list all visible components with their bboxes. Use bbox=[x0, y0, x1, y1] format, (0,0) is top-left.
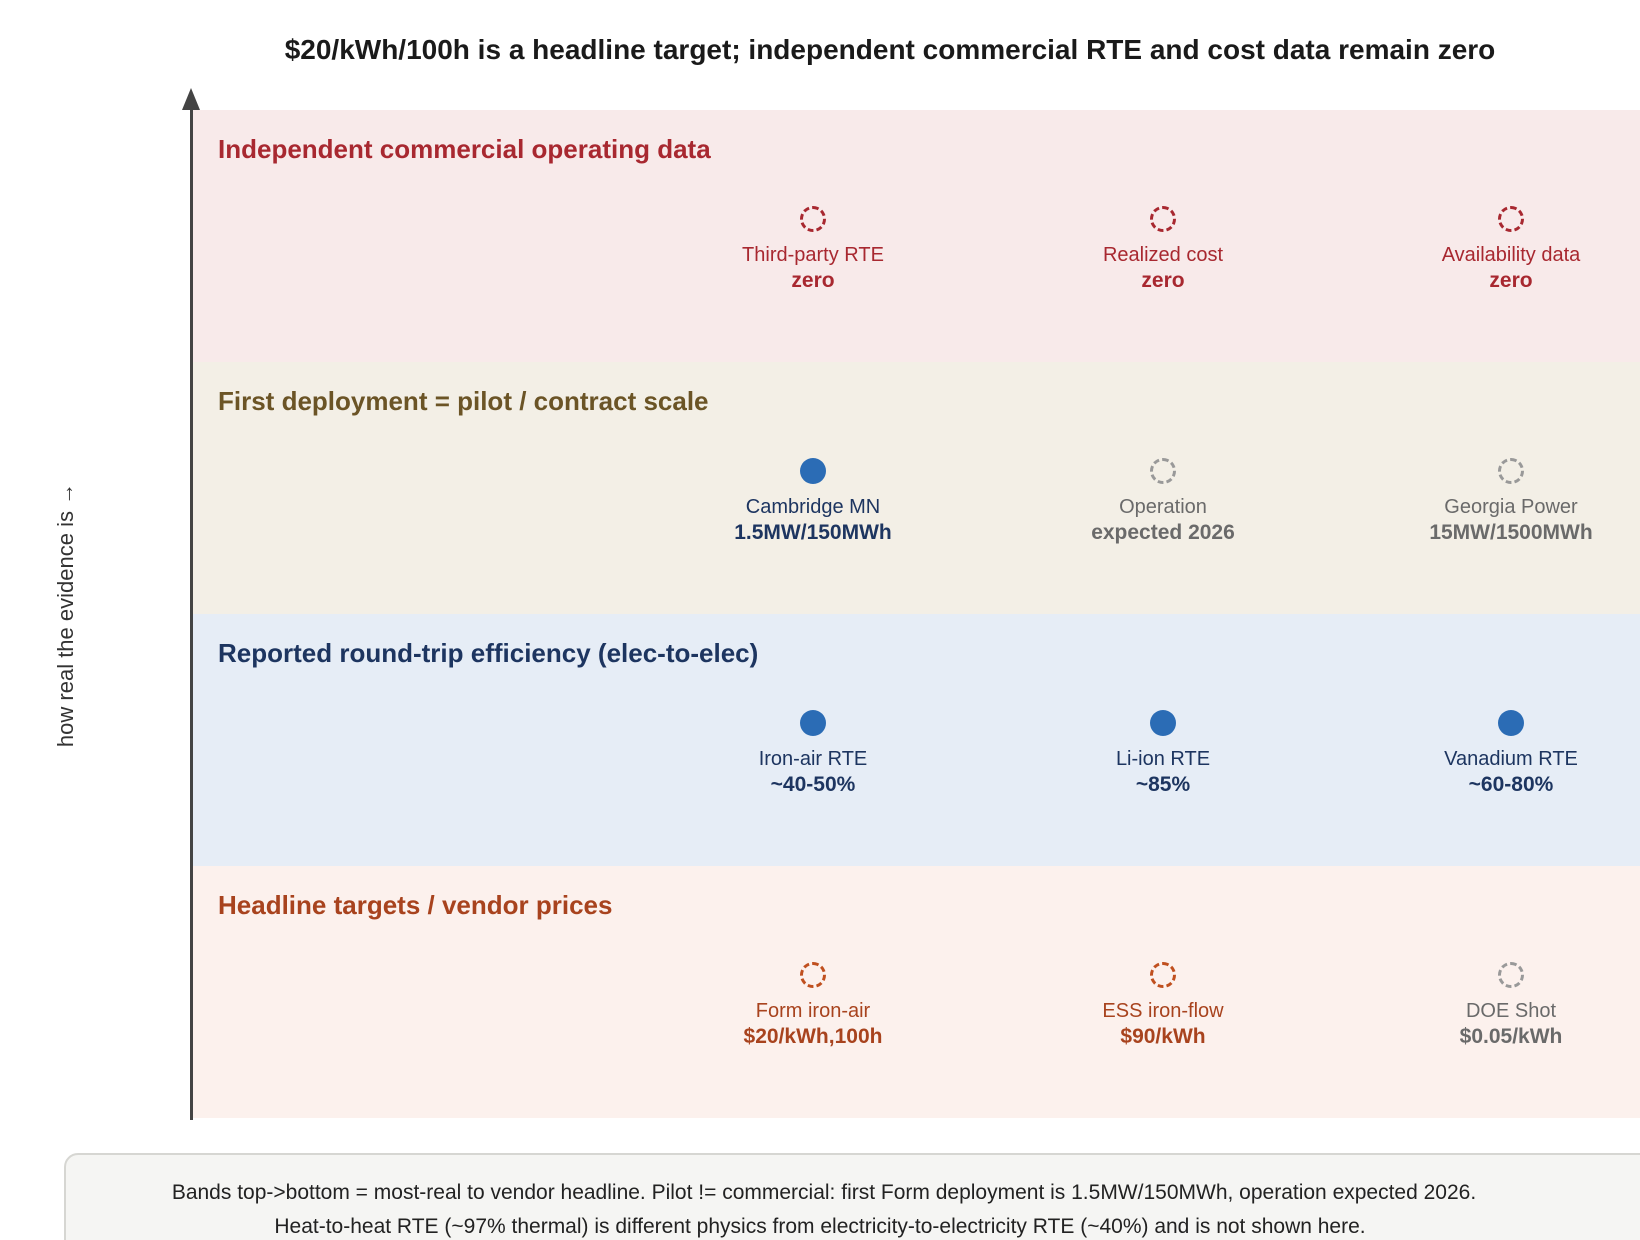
dashed-circle-icon bbox=[1150, 206, 1176, 232]
evidence-item: Operation expected 2026 bbox=[1013, 458, 1313, 546]
dashed-circle-icon bbox=[1150, 962, 1176, 988]
band-reported-rte: Reported round-trip efficiency (elec-to-… bbox=[193, 614, 1640, 866]
y-axis-arrow-icon bbox=[182, 88, 200, 110]
evidence-item: Cambridge MN 1.5MW/150MWh bbox=[663, 458, 963, 546]
item-value: zero bbox=[791, 269, 835, 292]
evidence-item: DOE Shot $0.05/kWh bbox=[1361, 962, 1640, 1050]
band-title: Reported round-trip efficiency (elec-to-… bbox=[218, 638, 759, 668]
item-value: ~60-80% bbox=[1468, 773, 1554, 796]
dashed-circle-icon bbox=[800, 206, 826, 232]
y-axis-label: how real the evidence is → bbox=[53, 482, 78, 748]
item-label: DOE Shot bbox=[1465, 1000, 1557, 1022]
item-label: Georgia Power bbox=[1444, 496, 1578, 518]
dashed-circle-icon bbox=[1498, 206, 1524, 232]
item-label: Operation bbox=[1119, 496, 1207, 518]
evidence-item: Li-ion RTE ~85% bbox=[1013, 710, 1313, 798]
item-label: Cambridge MN bbox=[745, 496, 881, 518]
band-title: Independent commercial operating data bbox=[218, 134, 711, 164]
item-label: Realized cost bbox=[1102, 244, 1224, 266]
dashed-circle-icon bbox=[1150, 458, 1176, 484]
evidence-item: Realized cost zero bbox=[1013, 206, 1313, 294]
item-label: Third-party RTE bbox=[742, 244, 884, 266]
band-title: First deployment = pilot / contract scal… bbox=[218, 386, 709, 416]
band-independent-commercial-data: Independent commercial operating data Th… bbox=[193, 110, 1640, 362]
y-axis-line bbox=[190, 104, 193, 1120]
diagram-title: $20/kWh/100h is a headline target; indep… bbox=[284, 34, 1496, 65]
evidence-item: Availability data zero bbox=[1361, 206, 1640, 294]
evidence-item: Vanadium RTE ~60-80% bbox=[1361, 710, 1640, 798]
item-label: Iron-air RTE bbox=[758, 748, 868, 770]
footnote-box: Bands top->bottom = most-real to vendor … bbox=[64, 1153, 1640, 1240]
band-headline-targets: Headline targets / vendor prices Form ir… bbox=[193, 866, 1640, 1118]
solid-circle-icon bbox=[800, 710, 826, 736]
evidence-item: ESS iron-flow $90/kWh bbox=[1013, 962, 1313, 1050]
band-title: Headline targets / vendor prices bbox=[218, 890, 613, 920]
solid-circle-icon bbox=[800, 458, 826, 484]
item-label: Vanadium RTE bbox=[1444, 748, 1578, 770]
item-value: $0.05/kWh bbox=[1459, 1025, 1563, 1048]
item-value: 1.5MW/150MWh bbox=[734, 521, 892, 544]
footnote-line: Heat-to-heat RTE (~97% thermal) is diffe… bbox=[274, 1215, 1366, 1238]
item-label: Li-ion RTE bbox=[1115, 748, 1211, 770]
item-value: 15MW/1500MWh bbox=[1429, 521, 1593, 544]
item-label: Form iron-air bbox=[755, 1000, 871, 1022]
item-value: $90/kWh bbox=[1120, 1025, 1206, 1048]
item-value: expected 2026 bbox=[1091, 521, 1235, 544]
solid-circle-icon bbox=[1498, 710, 1524, 736]
dashed-circle-icon bbox=[1498, 962, 1524, 988]
evidence-item: Form iron-air $20/kWh,100h bbox=[663, 962, 963, 1050]
footnote-line: Bands top->bottom = most-real to vendor … bbox=[171, 1181, 1477, 1204]
evidence-item: Georgia Power 15MW/1500MWh bbox=[1361, 458, 1640, 546]
band-first-deployment: First deployment = pilot / contract scal… bbox=[193, 362, 1640, 614]
item-value: ~40-50% bbox=[770, 773, 856, 796]
solid-circle-icon bbox=[1150, 710, 1176, 736]
evidence-item: Iron-air RTE ~40-50% bbox=[663, 710, 963, 798]
evidence-item: Third-party RTE zero bbox=[663, 206, 963, 294]
item-label: Availability data bbox=[1441, 244, 1581, 266]
item-value: ~85% bbox=[1135, 773, 1191, 796]
item-value: $20/kWh,100h bbox=[743, 1025, 883, 1048]
dashed-circle-icon bbox=[1498, 458, 1524, 484]
dashed-circle-icon bbox=[800, 962, 826, 988]
item-value: zero bbox=[1489, 269, 1533, 292]
item-value: zero bbox=[1141, 269, 1185, 292]
item-label: ESS iron-flow bbox=[1102, 1000, 1224, 1022]
